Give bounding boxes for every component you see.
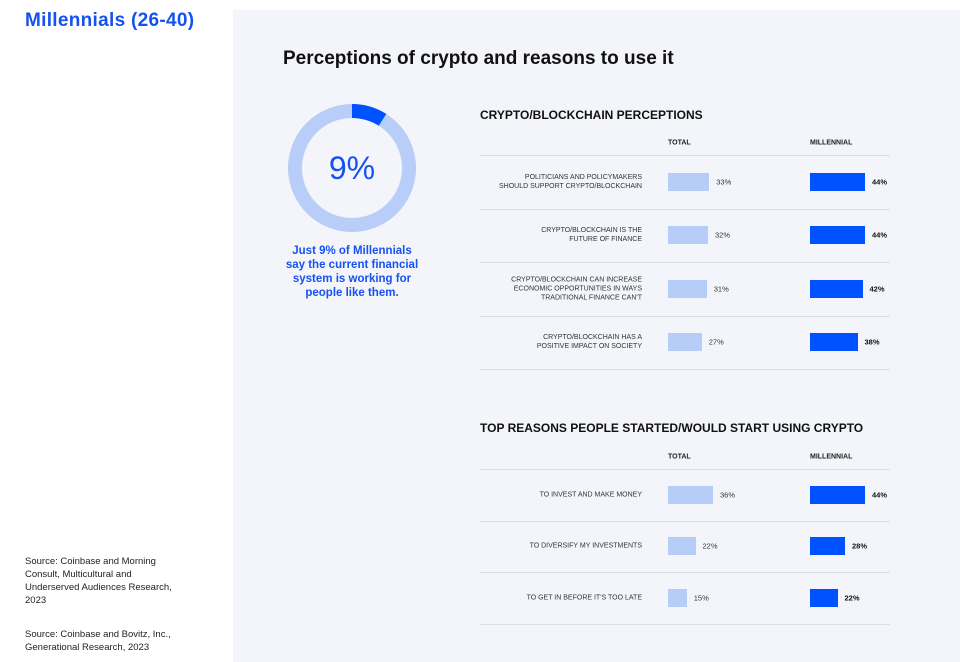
- category-label: CRYPTO/BLOCKCHAIN CAN INCREASE ECONOMIC …: [511, 276, 642, 302]
- bar: [810, 588, 838, 607]
- bar: [668, 279, 707, 298]
- donut-segment: [351, 104, 387, 126]
- value-label: 32%: [715, 230, 731, 240]
- value-label: 31%: [713, 284, 729, 294]
- row-separator: [480, 262, 890, 263]
- row-separator: [480, 208, 890, 210]
- value-label: 36%: [720, 490, 736, 500]
- donut-chart: 9%: [288, 104, 416, 232]
- chart-title: CRYPTO/BLOCKCHAIN PERCEPTIONS: [480, 108, 703, 122]
- bar: [668, 537, 696, 556]
- annotation: say the current financial: [285, 259, 419, 271]
- row-separator: [480, 315, 890, 317]
- page-title: Millennials (26-40): [25, 10, 195, 31]
- bar: [810, 537, 845, 556]
- bar: [810, 279, 863, 298]
- value-label: 33%: [716, 177, 732, 187]
- legend-entry: MILLENNIAL: [810, 453, 853, 461]
- value-label: 44%: [872, 177, 888, 187]
- row-separator: [480, 469, 890, 470]
- row-separator: [480, 155, 890, 156]
- value-label: 42%: [869, 284, 885, 294]
- category-label: CRYPTO/BLOCKCHAIN HAS A POSITIVE IMPACT …: [536, 334, 642, 351]
- category-label: TO GET IN BEFORE IT'S TOO LATE: [526, 594, 642, 602]
- value-label: 44%: [872, 490, 888, 500]
- annotation: Just 9% of Millennials: [292, 245, 412, 257]
- row-separator: [480, 369, 890, 370]
- bar: [668, 226, 708, 245]
- bar: [668, 588, 687, 607]
- bar: [810, 226, 865, 245]
- value-label: 22%: [844, 593, 860, 603]
- donut-label: 9%: [329, 150, 375, 186]
- category-label: TO INVEST AND MAKE MONEY: [539, 491, 642, 499]
- category-label: POLITICIANS AND POLICYMAKERS SHOULD SUPP…: [498, 173, 642, 190]
- row-separator: [480, 572, 890, 573]
- value-label: 28%: [852, 541, 868, 551]
- source: Source: Coinbase and Bovitz, Inc., Gener…: [25, 629, 171, 653]
- bar: [668, 485, 713, 504]
- source: Source: Coinbase and Morning Consult, Mu…: [25, 556, 172, 606]
- bar: [810, 333, 858, 352]
- category-label: CRYPTO/BLOCKCHAIN IS THE FUTURE OF FINAN…: [541, 227, 642, 244]
- annotation: people like them.: [305, 287, 399, 299]
- category-label: TO DIVERSIFY MY INVESTMENTS: [529, 542, 642, 550]
- row-separator: [480, 520, 890, 522]
- chart-title: TOP REASONS PEOPLE STARTED/WOULD START U…: [480, 421, 864, 435]
- value-label: 44%: [872, 230, 888, 240]
- panel-title: Perceptions of crypto and reasons to use…: [283, 48, 674, 69]
- bar: [668, 172, 710, 191]
- value-label: 38%: [864, 337, 880, 347]
- bar: [668, 333, 702, 352]
- value-label: 22%: [702, 541, 718, 551]
- annotation: system is working for: [292, 273, 412, 285]
- legend-entry: TOTAL: [668, 453, 691, 461]
- value-label: 15%: [693, 593, 709, 603]
- legend-entry: TOTAL: [668, 139, 691, 147]
- bar: [810, 485, 865, 504]
- value-label: 27%: [708, 337, 724, 347]
- bar: [810, 172, 865, 191]
- legend-entry: MILLENNIAL: [810, 139, 853, 147]
- row-separator: [480, 623, 890, 625]
